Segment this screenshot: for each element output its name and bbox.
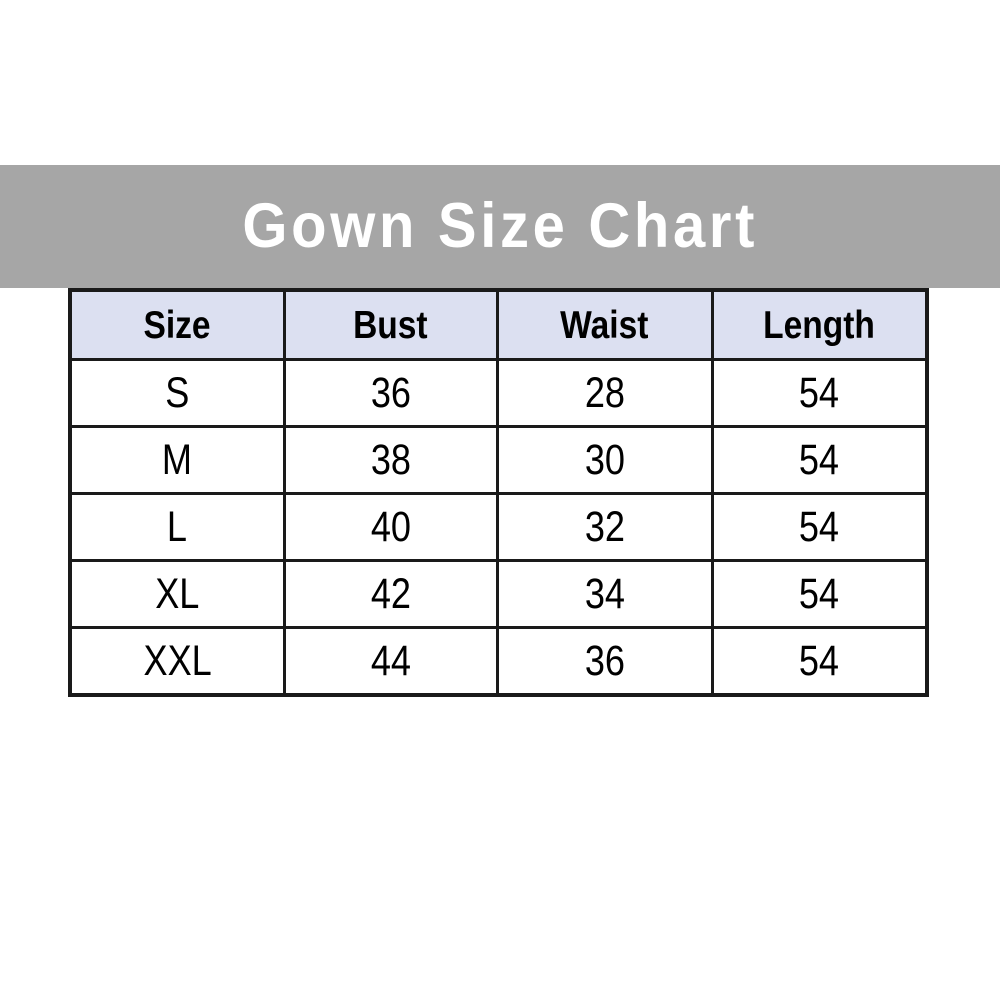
cell-size-value: L — [167, 502, 188, 551]
cell-bust: 44 — [282, 626, 499, 697]
cell-bust: 42 — [282, 559, 499, 629]
cell-length-value: 54 — [799, 502, 840, 551]
column-header-waist: Waist — [495, 288, 714, 361]
column-header-size-label: Size — [143, 303, 211, 347]
cell-waist-value: 30 — [584, 435, 625, 484]
column-header-length-label: Length — [763, 303, 876, 347]
column-header-size: Size — [68, 288, 286, 361]
cell-bust: 38 — [282, 425, 499, 495]
cell-waist-value: 36 — [584, 636, 625, 685]
cell-size: L — [68, 492, 286, 562]
size-chart-table: Size Bust Waist Length S 36 — [68, 288, 929, 697]
page-title: Gown Size Chart — [242, 191, 758, 261]
cell-length-value: 54 — [799, 636, 840, 685]
cell-waist: 28 — [495, 358, 714, 428]
cell-bust: 36 — [282, 358, 499, 428]
cell-size-value: XXL — [143, 636, 212, 685]
cell-waist: 34 — [495, 559, 714, 629]
column-header-length: Length — [710, 288, 929, 361]
cell-size-value: S — [165, 368, 190, 417]
table-row: S 36 28 54 — [68, 358, 929, 428]
cell-size-value: XL — [155, 569, 200, 618]
cell-bust-value: 42 — [370, 569, 411, 618]
cell-waist: 30 — [495, 425, 714, 495]
cell-length: 54 — [710, 626, 929, 697]
cell-waist: 36 — [495, 626, 714, 697]
cell-bust-value: 38 — [370, 435, 411, 484]
cell-size: S — [68, 358, 286, 428]
table-body: S 36 28 54 M 38 30 54 L 40 32 54 — [68, 358, 929, 697]
cell-length-value: 54 — [799, 569, 840, 618]
table-row: XL 42 34 54 — [68, 559, 929, 629]
table-header: Size Bust Waist Length — [68, 288, 929, 361]
cell-length: 54 — [710, 358, 929, 428]
cell-waist-value: 34 — [584, 569, 625, 618]
cell-size: M — [68, 425, 286, 495]
column-header-bust-label: Bust — [353, 303, 428, 347]
cell-waist-value: 32 — [584, 502, 625, 551]
column-header-waist-label: Waist — [560, 303, 649, 347]
cell-length: 54 — [710, 425, 929, 495]
cell-bust: 40 — [282, 492, 499, 562]
table-row: M 38 30 54 — [68, 425, 929, 495]
cell-size: XL — [68, 559, 286, 629]
cell-waist-value: 28 — [584, 368, 625, 417]
cell-length-value: 54 — [799, 368, 840, 417]
column-header-bust: Bust — [282, 288, 499, 361]
cell-bust-value: 40 — [370, 502, 411, 551]
table-header-row: Size Bust Waist Length — [68, 288, 929, 361]
cell-bust-value: 36 — [370, 368, 411, 417]
cell-bust-value: 44 — [370, 636, 411, 685]
title-banner: Gown Size Chart — [0, 165, 1000, 288]
cell-length-value: 54 — [799, 435, 840, 484]
table-row: L 40 32 54 — [68, 492, 929, 562]
cell-length: 54 — [710, 559, 929, 629]
table-row: XXL 44 36 54 — [68, 626, 929, 697]
cell-length: 54 — [710, 492, 929, 562]
cell-waist: 32 — [495, 492, 714, 562]
cell-size: XXL — [68, 626, 286, 697]
cell-size-value: M — [162, 435, 193, 484]
size-chart-table-container: Size Bust Waist Length S 36 — [68, 288, 929, 697]
